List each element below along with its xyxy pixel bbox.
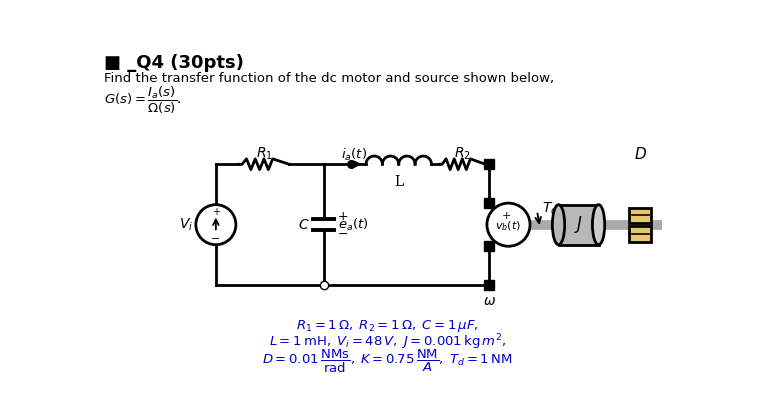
Text: $C$: $C$	[298, 218, 310, 232]
Text: $R_1 = 1\,\Omega,\; R_2 = 1\,\Omega,\; C = 1\,\mu F,$: $R_1 = 1\,\Omega,\; R_2 = 1\,\Omega,\; C…	[296, 318, 479, 334]
Text: +: +	[338, 210, 348, 223]
Ellipse shape	[593, 204, 605, 245]
Text: $i_a(t)$: $i_a(t)$	[341, 147, 367, 163]
Bar	[629, 208, 651, 223]
Text: +: +	[501, 211, 511, 221]
Text: +: +	[212, 207, 220, 217]
Text: −: −	[211, 233, 220, 243]
Bar	[559, 204, 599, 245]
Text: $\omega$: $\omega$	[483, 295, 496, 308]
Text: $v_b(t)$: $v_b(t)$	[496, 220, 522, 233]
Text: $R_2$: $R_2$	[454, 145, 471, 162]
Text: $D = 0.01\,\dfrac{\mathrm{NMs}}{\mathrm{rad}},\; K = 0.75\,\dfrac{\mathrm{NM}}{A: $D = 0.01\,\dfrac{\mathrm{NMs}}{\mathrm{…	[262, 347, 513, 375]
Text: $R_1$: $R_1$	[256, 145, 273, 162]
Circle shape	[487, 203, 530, 246]
Text: $\mathit{G}(\mathit{s}) = \dfrac{\mathit{I}_a(\mathit{s})}{\Omega(\mathit{s})}$.: $\mathit{G}(\mathit{s}) = \dfrac{\mathit…	[104, 85, 182, 116]
Ellipse shape	[553, 204, 565, 245]
Text: $J$: $J$	[574, 214, 583, 235]
Text: $D$: $D$	[634, 146, 646, 162]
Text: −: −	[338, 228, 348, 241]
Text: $V_i$: $V_i$	[179, 217, 193, 233]
Text: $L = 1\,\mathrm{mH},\; V_i = 48\,V,\; J = 0.001\,\mathrm{kg}\,m^2,$: $L = 1\,\mathrm{mH},\; V_i = 48\,V,\; J …	[269, 333, 506, 352]
Text: L: L	[394, 175, 403, 189]
Text: $e_a(t)$: $e_a(t)$	[338, 217, 368, 233]
Text: $T_d$: $T_d$	[542, 201, 559, 217]
Text: ■ _Q4 (30pts): ■ _Q4 (30pts)	[104, 54, 244, 72]
Circle shape	[196, 204, 236, 245]
Text: Find the transfer function of the dc motor and source shown below,: Find the transfer function of the dc mot…	[104, 72, 554, 85]
Bar	[629, 226, 651, 242]
